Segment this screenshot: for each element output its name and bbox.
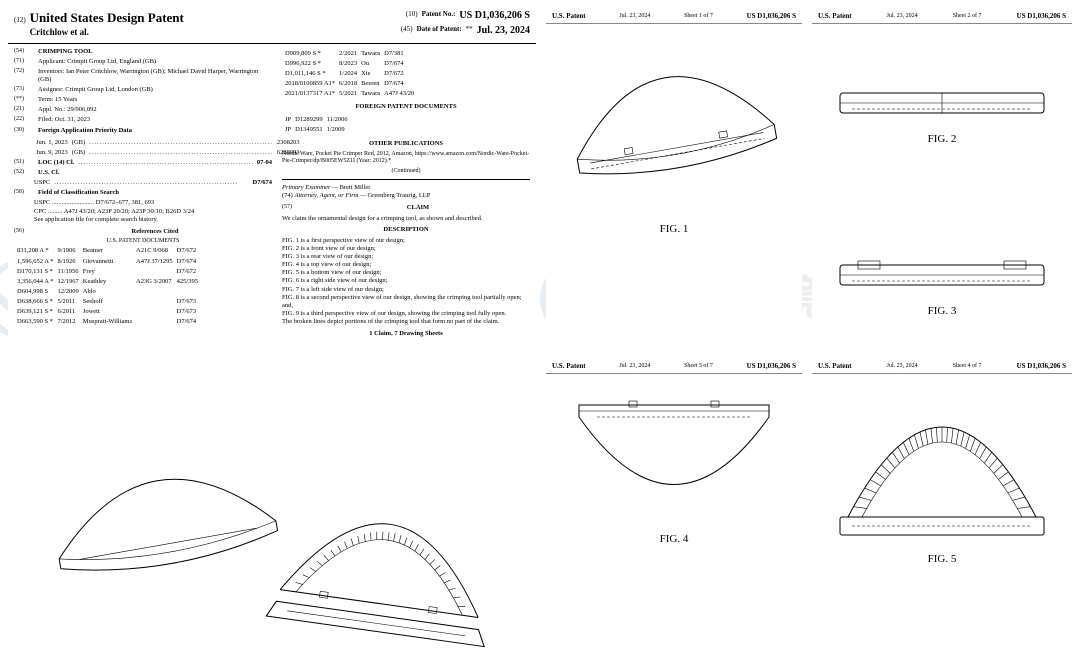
code-12: (12) [14,16,26,25]
table-row: JPD13495511/2009 [284,126,349,134]
sheet-header: U.S. Patent Jul. 23, 2024 Sheet 1 of 7 U… [546,8,802,24]
class-search: (58) Field of Classification Search [14,189,272,197]
search-note: See application file for complete search… [14,216,272,224]
us-class: (52) U.S. Cl. [14,169,272,177]
table-row: D170,131 S *11/1956FreyD7/672 [16,268,199,276]
fig5-drawing [832,377,1052,547]
description-line: FIG. 3 is a rear view of our design; [282,253,530,261]
description-line: FIG. 2 is a front view of our design; [282,245,530,253]
description-title: DESCRIPTION [282,226,530,234]
refs-right-table: D909,809 S *2/2021TawaraD7/381 D996,922 S… [282,48,417,101]
refs-sub: U.S. PATENT DOCUMENTS [14,238,272,246]
sheet-4: U.S. Patent Jul. 23, 2024 Sheet 4 of 7 U… [812,358,1072,652]
table-row: D639,121 S *6/2011JowettD7/673 [16,308,199,316]
description-line: FIG. 7 is a left side view of our design… [282,286,530,294]
fig4-label: FIG. 4 [660,533,689,547]
dot-leader [54,179,248,187]
attorney: (74) Attorney, Agent, or Firm — Greenber… [282,192,530,200]
other-pubs-title: OTHER PUBLICATIONS [282,140,530,148]
table-row: Jun. 9, 2023(GB) 6288993 [16,149,301,157]
table-row: D638,666 S *5/2011SeehoffD7/673 [16,298,199,306]
claim-head: (57) CLAIM [282,204,530,212]
biblio-entry: (21)Appl. No.: 29/906,092 [14,106,272,114]
table-row: D909,809 S *2/2021TawaraD7/381 [284,50,415,58]
description-line: The broken lines depict portions of the … [282,318,530,326]
description-line: FIG. 1 is a first perspective view of ou… [282,237,530,245]
fig4-drawing [569,377,779,527]
table-row: 2021/0137317 A1*5/2021TawaraA47J 43/20 [284,90,415,98]
sheet-1: U.S. Patent Jul. 23, 2024 Sheet 1 of 7 U… [546,8,802,352]
patent-title: United States Design Patent [30,10,184,26]
biblio-entry: (72)Inventors: Ian Peter Critchlow, Warr… [14,68,272,84]
loc-class: (51) LOC (14) Cl. 07-04 [14,159,272,167]
table-row: D604,998 S12/2009Ablo [16,288,199,296]
table-row: 2018/0100859 A1*6/2018BeerenD7/674 [284,80,415,88]
sheet-5: U.S. Patent Jul. 23, 2024 Sheet 5 of 7 U… [546,358,802,652]
code-10: (10) [406,10,418,23]
patent-number: US D1,036,206 S [459,10,530,23]
other-pubs-text: Nordic Ware, Pocket Pie Crimper Red, 201… [282,151,530,166]
description-line: FIG. 4 is a top view of our design; [282,261,530,269]
other-pubs-cont: (Continued) [282,168,530,176]
code-45: (45) [401,25,413,38]
biblio-entry: (54)CRIMPING TOOL [14,48,272,56]
table-row: JPD128929911/2006 [284,116,349,124]
description-line: FIG. 6 is a right side view of our desig… [282,277,530,285]
sheet-2: U.S. Patent Jul. 23, 2024 Sheet 2 of 7 U… [812,8,1072,352]
table-row: D1,011,146 S *1/2024XieD7/672 [284,70,415,78]
foreign-docs-table: JPD128929911/2006 JPD13495511/2009 [282,114,351,136]
table-row: 831,208 A *9/1906BeamerA21C 9/068D7/672 [16,247,199,255]
front-page: (12) United States Design Patent Critchl… [8,8,536,652]
table-row: 3,356,044 A *12/1967KeathleyA23G 3/20074… [16,278,199,286]
foreign-priority-table: Jun. 1, 2023(GB) 2308203 Jun. 9, 2023(GB… [14,137,303,159]
table-row: D663,590 S *7/2012Muspratt-WilliamsD7/67… [16,318,199,326]
search-line: USPC .......................... D7/672–6… [34,199,272,207]
foreign-priority: (30) Foreign Application Priority Data [14,127,272,135]
biblio-entry: (**)Term: 15 Years [14,96,272,104]
fig2-drawing [832,79,1052,127]
description-line: FIG. 9 is a third perspective view of ou… [282,310,530,318]
examiner: Primary Examiner — Brett Miller [282,184,530,192]
description-lines: FIG. 1 is a first perspective view of ou… [282,237,530,326]
foreign-docs-title: FOREIGN PATENT DOCUMENTS [282,103,530,111]
claim-footer: 1 Claim, 7 Drawing Sheets [282,330,530,338]
fig2-label: FIG. 2 [928,133,957,147]
patent-authors: Critchlow et al. [30,27,184,38]
patent-header: (12) United States Design Patent Critchl… [8,8,536,44]
table-row: 1,596,652 A *8/1926GiovannettiA47J 37/12… [16,258,199,266]
sheet-header: U.S. Patent Jul. 23, 2024 Sheet 5 of 7 U… [546,358,802,374]
front-body: (54)CRIMPING TOOL (71)Applicant: Crimpit … [8,44,536,339]
description-line: FIG. 8 is a second perspective view of o… [282,294,530,310]
table-row: Jun. 1, 2023(GB) 2308203 [16,139,301,147]
search-line: CPC ......... A47J 43/20; A23P 20/20; A2… [34,208,272,216]
front-right-col: D909,809 S *2/2021TawaraD7/381 D996,922 S… [282,48,530,339]
fig3-label: FIG. 3 [928,305,957,319]
fig1-drawing [564,27,784,217]
patent-date: Jul. 23, 2024 [477,25,530,38]
us-class-uspc: USPC D7/674 [14,179,272,187]
front-left-col: (54)CRIMPING TOOL (71)Applicant: Crimpit … [14,48,272,339]
refs-table: 831,208 A *9/1906BeamerA21C 9/068D7/672 1… [14,245,201,328]
fig3-drawing [832,251,1052,299]
sheet-header: U.S. Patent Jul. 23, 2024 Sheet 2 of 7 U… [812,8,1072,24]
label-date: Date of Patent: [417,25,462,38]
cover-drawing [12,450,532,650]
biblio-entry: (73)Assignee: Crimpit Group Ltd, London … [14,86,272,94]
label-patent-no: Patent No.: [422,10,456,23]
description-line: FIG. 5 is a bottom view of our design; [282,269,530,277]
biblio-entry: (22)Filed: Oct. 31, 2023 [14,116,272,124]
biblio-entry: (71)Applicant: Crimpit Group Ltd, Englan… [14,58,272,66]
sheet-header: U.S. Patent Jul. 23, 2024 Sheet 4 of 7 U… [812,358,1072,374]
date-stars: ** [466,25,473,38]
class-search-lines: USPC .......................... D7/672–6… [14,199,272,215]
fig1-label: FIG. 1 [660,223,689,237]
dot-leader [78,159,253,167]
fig5-label: FIG. 5 [928,553,957,567]
claim-text: We claim the ornamental design for a cri… [282,215,530,223]
patent-collage: 墨婷跨境 墨婷跨境 (12) United States Design Pate… [0,0,1080,660]
refs-cited: (56) References Cited [14,228,272,236]
table-row: D996,922 S *8/2023OuD7/674 [284,60,415,68]
